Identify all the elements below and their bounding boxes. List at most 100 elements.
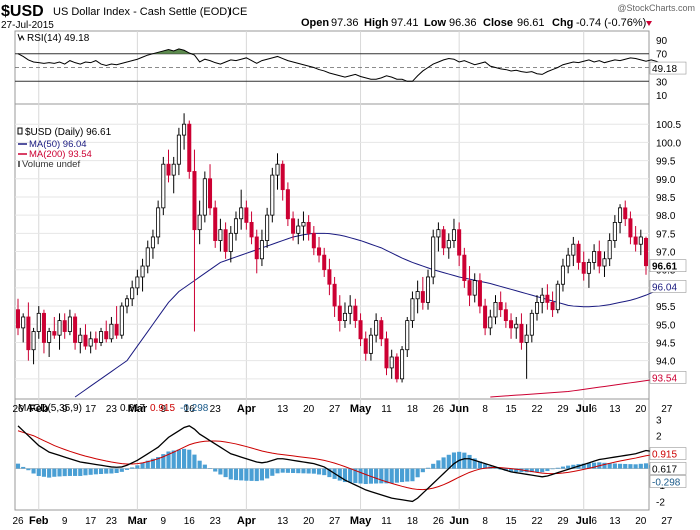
macd-histogram-bar xyxy=(171,450,176,469)
candle-body xyxy=(285,189,290,220)
candle xyxy=(592,244,597,270)
candle-body xyxy=(52,331,57,336)
price-tick-label: 97.5 xyxy=(656,229,676,240)
x-tick-label: 6 xyxy=(591,404,597,415)
candle-body xyxy=(400,349,405,380)
macd-histogram-bar xyxy=(462,452,467,469)
candle xyxy=(493,295,498,325)
candle xyxy=(410,291,415,328)
candle xyxy=(156,200,161,245)
x-tick-label: Mar xyxy=(128,403,148,415)
macd-histogram-bar xyxy=(348,468,353,483)
x-tick-label: 8 xyxy=(482,516,488,527)
macd-signal-line xyxy=(17,430,667,491)
candle-body xyxy=(78,334,83,343)
candle xyxy=(83,324,88,350)
candle-body xyxy=(477,280,482,307)
candle xyxy=(197,200,202,245)
watermark: @StockCharts.com xyxy=(617,3,695,13)
macd-histogram-bar xyxy=(405,468,410,482)
candle-body xyxy=(457,229,462,256)
macd-histogram-bar xyxy=(441,457,446,469)
price-last-label: 96.61 xyxy=(652,262,677,273)
open-value: 97.36 xyxy=(331,17,359,29)
candle-body xyxy=(534,302,540,314)
candle xyxy=(576,240,581,270)
candle xyxy=(633,226,638,252)
macd-histogram-bar xyxy=(62,468,67,477)
candle-body xyxy=(633,236,638,245)
x-tick-label: 9 xyxy=(161,404,167,415)
candle xyxy=(327,258,332,296)
candle xyxy=(586,258,591,288)
x-tick-label: 23 xyxy=(210,404,222,415)
candle-body xyxy=(353,305,358,322)
candle xyxy=(374,313,379,343)
candle xyxy=(581,251,586,281)
candle-body xyxy=(509,320,514,329)
candle-body xyxy=(379,320,384,340)
candle-body xyxy=(135,276,140,289)
candle-body xyxy=(208,178,213,209)
macd-histogram-bar xyxy=(36,468,41,476)
candle-body xyxy=(228,232,233,252)
candle xyxy=(41,309,46,354)
macd-histogram-bar xyxy=(135,465,140,469)
candle-body xyxy=(483,305,488,329)
macd-histogram-bar xyxy=(78,468,83,476)
candle-body xyxy=(67,316,72,332)
candle-body xyxy=(57,320,62,336)
macd-histogram-bar xyxy=(114,468,119,474)
price-tick-label: 99.5 xyxy=(656,157,676,168)
macd-histogram-bar xyxy=(451,452,457,469)
macd-histogram-bar xyxy=(420,468,425,473)
candle-body xyxy=(451,229,456,241)
x-tick-label: 9 xyxy=(161,516,167,527)
macd-histogram-bar xyxy=(21,466,26,469)
candle xyxy=(420,276,425,310)
x-tick-label: 13 xyxy=(609,516,621,527)
candle xyxy=(254,229,259,274)
candle xyxy=(342,302,347,328)
macd-histogram-bar xyxy=(394,468,399,483)
macd-histogram-bar xyxy=(176,449,181,469)
x-tick-label: 22 xyxy=(531,516,543,527)
candle xyxy=(358,313,363,347)
candle xyxy=(571,236,576,267)
candle xyxy=(405,316,410,357)
candle xyxy=(317,236,322,263)
candle xyxy=(306,215,311,241)
x-tick-label: Jul xyxy=(576,403,592,415)
macd-legend-macd: 0.617 xyxy=(120,403,145,414)
candle-body xyxy=(348,305,353,314)
macd-histogram-bar xyxy=(607,463,612,469)
candle xyxy=(394,353,399,383)
chg-label: Chg xyxy=(552,17,573,29)
macd-histogram-bar xyxy=(581,463,586,469)
candle-body xyxy=(446,240,451,249)
candle-body xyxy=(332,283,337,307)
candle-body xyxy=(503,309,508,322)
macd-histogram-bar xyxy=(617,463,623,469)
candle xyxy=(514,316,519,339)
x-tick-label: 17 xyxy=(85,516,97,527)
candle-body xyxy=(623,207,628,220)
x-tick-label: 27 xyxy=(329,516,341,527)
candle xyxy=(332,276,337,317)
macd-histogram-bar xyxy=(446,454,451,469)
down-arrow-icon xyxy=(646,21,652,26)
candle xyxy=(446,233,451,259)
candle-body xyxy=(576,243,581,263)
candle-body xyxy=(612,221,617,241)
candle-body xyxy=(291,218,296,234)
candle-body xyxy=(410,298,415,322)
macd-histogram-bar xyxy=(192,454,197,469)
x-tick-label: 23 xyxy=(210,516,222,527)
candle xyxy=(462,247,467,288)
candle xyxy=(638,229,643,256)
rsi-last-label: 49.18 xyxy=(652,64,677,75)
candle-body xyxy=(218,229,223,241)
candle-body xyxy=(405,320,410,351)
candle-body xyxy=(15,309,21,329)
